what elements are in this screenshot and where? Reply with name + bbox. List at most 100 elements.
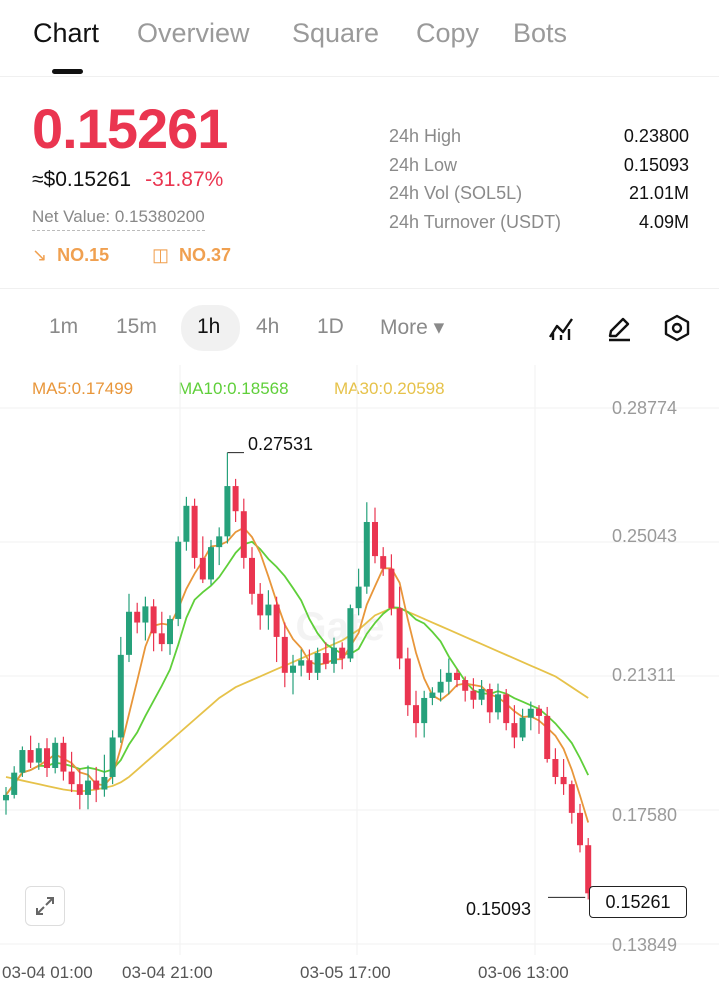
stat-value: 21.01M — [628, 183, 689, 203]
candlestick-chart[interactable]: Gate — [0, 365, 719, 965]
low-marker-label: 0.15093 — [466, 899, 532, 919]
stat-label: 24h Low — [389, 154, 458, 175]
candle-down — [60, 742, 67, 772]
candle-up — [3, 794, 9, 801]
candle-down — [454, 672, 460, 681]
candle-up — [175, 541, 182, 619]
y-tick-label: 0.17580 — [612, 805, 678, 825]
timeframe-15m[interactable]: 15m — [116, 315, 157, 338]
tab-square[interactable]: Square — [292, 18, 380, 48]
top-tab-bar: Chart Overview Square Copy Bots — [0, 0, 719, 77]
timeframe-1m[interactable]: 1m — [49, 315, 79, 338]
divider — [0, 288, 719, 289]
draw-pencil-icon[interactable] — [604, 313, 634, 343]
candle-down — [322, 653, 329, 664]
candle-up — [331, 647, 337, 664]
candle-up — [478, 688, 485, 700]
candle-down — [150, 606, 157, 634]
candle-down — [388, 568, 395, 609]
candle-down — [93, 780, 100, 790]
y-tick-label: 0.21311 — [612, 665, 676, 685]
candle-down — [158, 633, 165, 645]
candle-down — [134, 611, 141, 623]
candle-down — [199, 557, 206, 580]
candle-down — [560, 776, 567, 785]
rank-list-label: NO.37 — [179, 245, 232, 265]
y-tick-label: 0.13849 — [612, 935, 678, 955]
tab-overview[interactable]: Overview — [137, 18, 250, 48]
expand-arrows-icon — [36, 897, 54, 915]
stat-label: 24h Vol (SOL5L) — [389, 183, 523, 203]
candle-up — [224, 486, 231, 537]
x-tick-label: 03-05 17:00 — [300, 963, 391, 982]
candle-down — [372, 521, 378, 557]
candle-up — [519, 717, 526, 738]
ma30-legend: MA30:0.20598 — [334, 379, 445, 398]
candle-down — [536, 708, 542, 716]
candle-up — [298, 660, 305, 666]
high-marker-label: 0.27531 — [248, 434, 314, 454]
candle-down — [413, 705, 419, 724]
candle-down — [511, 723, 518, 738]
candle-up — [85, 780, 91, 795]
tab-chart[interactable]: Chart — [33, 18, 100, 48]
stat-volume: 24h Vol (SOL5L) 21.01M — [389, 183, 689, 212]
candle-down — [281, 636, 288, 673]
candle-up — [117, 654, 124, 738]
candle-down — [68, 771, 75, 785]
timeframe-active-pill — [181, 305, 240, 351]
candle-up — [421, 697, 428, 724]
candle-up — [495, 694, 501, 713]
indicator-icon[interactable] — [546, 313, 576, 343]
timeframe-1d[interactable]: 1D — [317, 315, 344, 338]
candle-up — [355, 586, 362, 609]
candle-down — [577, 812, 583, 846]
stat-turnover: 24h Turnover (USDT) 4.09M — [389, 212, 689, 241]
candle-up — [142, 606, 149, 623]
trend-down-icon: ↘ — [32, 245, 48, 265]
change-percent: -31.87% — [145, 168, 224, 191]
candle-down — [257, 593, 264, 616]
candle-up — [445, 672, 452, 682]
rank-down-badge[interactable]: ↘ NO.15 — [32, 245, 109, 266]
candle-up — [52, 742, 59, 768]
timeframe-4h[interactable]: 4h — [256, 315, 280, 338]
candle-down — [76, 784, 83, 795]
candle-up — [437, 681, 444, 693]
candle-down — [44, 748, 50, 768]
timeframe-1h[interactable]: 1h — [197, 315, 221, 338]
x-tick-label: 03-04 01:00 — [2, 963, 93, 982]
settings-hexagon-icon[interactable] — [662, 313, 692, 343]
stat-value: 0.23800 — [623, 126, 689, 146]
tab-copy[interactable]: Copy — [416, 18, 480, 48]
candle-down — [486, 688, 493, 713]
candle-down — [544, 715, 551, 760]
candle-down — [568, 784, 575, 813]
candle-up — [208, 547, 214, 580]
active-tab-indicator — [52, 69, 83, 74]
ma5-line — [5, 526, 590, 823]
y-tick-label: 0.28774 — [612, 398, 678, 418]
rank-list-badge[interactable]: ◫ NO.37 — [152, 245, 231, 266]
candle-down — [273, 604, 280, 637]
y-tick-label: 0.25043 — [612, 526, 678, 546]
stat-value: 0.15093 — [623, 154, 689, 175]
candle-up — [101, 776, 108, 790]
candle-down — [232, 486, 239, 512]
candle-up — [216, 536, 223, 548]
candle-down — [27, 750, 34, 763]
usd-price-row: ≈$0.15261 -31.87% — [32, 168, 223, 192]
candle-down — [585, 845, 592, 894]
candle-up — [167, 618, 173, 645]
fullscreen-button[interactable] — [25, 886, 65, 926]
candle-down — [249, 557, 255, 594]
candle-up — [314, 653, 321, 673]
tab-bots[interactable]: Bots — [513, 18, 568, 48]
net-value[interactable]: Net Value: 0.15380200 — [32, 207, 205, 231]
current-price-tag: 0.15261 — [589, 886, 687, 918]
x-tick-label: 03-06 13:00 — [478, 963, 569, 982]
candle-up — [126, 611, 132, 655]
x-tick-label: 03-04 21:00 — [122, 963, 213, 982]
candle-down — [191, 505, 198, 558]
timeframe-more-dropdown[interactable]: More ▾ — [380, 316, 445, 339]
